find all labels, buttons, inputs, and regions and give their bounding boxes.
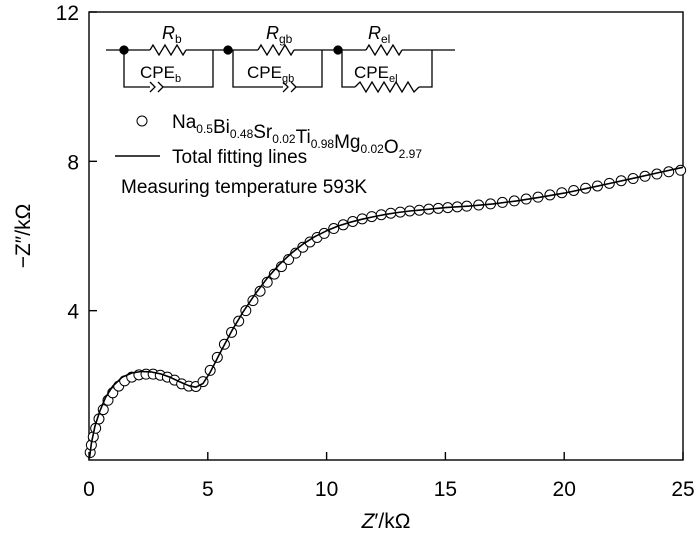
data-point (254, 285, 266, 297)
formula-subscript: 0.48 (230, 127, 254, 141)
formula-subscript: 0.02 (272, 132, 296, 146)
data-point (240, 305, 252, 317)
legend: Na0.5Bi0.48Sr0.02Ti0.98Mg0.02O2.97 Total… (115, 112, 422, 198)
resistor-rb (149, 43, 187, 57)
cpe-b-symbol (149, 81, 156, 93)
cpe-el-branch (419, 50, 433, 88)
cpe-el-branch (341, 50, 355, 88)
x-tick-label: 15 (434, 478, 457, 501)
formula-element: Mg (334, 132, 360, 153)
formula-element: Sr (253, 122, 273, 143)
y-axis-title: −Z″/kΩ (12, 204, 35, 269)
label-cpe-b: CPEb (140, 63, 181, 85)
cpe-gb-branch (232, 50, 283, 88)
plot-frame (88, 11, 684, 461)
formula-element: Na (172, 112, 197, 133)
formula-element: Ti (296, 127, 311, 148)
label-rel: Rel (368, 23, 390, 46)
label-rb: Rb (162, 23, 182, 46)
x-tick-label: 25 (671, 478, 694, 501)
circuit-element-1 (119, 43, 228, 93)
circuit-element-3 (333, 43, 433, 94)
label-cpe-gb: CPEgb (247, 63, 294, 85)
y-tick-label: 4 (67, 301, 79, 324)
y-tick-label: 8 (67, 151, 79, 174)
label-rgb: Rgb (266, 23, 293, 46)
cpe-rb-branch (123, 50, 150, 88)
cpe-gb-branch (296, 50, 323, 88)
marker-series (84, 164, 687, 459)
cpe-gb-symbol (282, 81, 289, 93)
legend-marker-label: Na0.5Bi0.48Sr0.02Ti0.98Mg0.02O2.97 (172, 112, 422, 161)
formula-element: O (384, 137, 399, 158)
y-tick-label: 12 (56, 2, 79, 25)
x-axis-title: Z′/kΩ (361, 510, 411, 533)
resistor-rel (365, 43, 403, 57)
equivalent-circuit (106, 43, 455, 94)
axis-ticks: 0 5 10 15 20 25 4 8 12 (56, 2, 695, 501)
cpe-el-zigzag (354, 80, 420, 94)
formula-subscript: 0.5 (196, 122, 213, 136)
label-cpe-el: CPEel (354, 63, 398, 85)
fit-line-series (88, 166, 684, 459)
circuit-element-2 (223, 43, 338, 93)
fit-line (88, 166, 684, 459)
formula-subscript: 0.02 (361, 142, 385, 156)
formula-subscript: 0.98 (311, 137, 335, 151)
cpe-rb-branch (163, 50, 214, 88)
legend-note: Measuring temperature 593K (121, 177, 367, 198)
x-tick-label: 0 (83, 478, 95, 501)
data-point (675, 164, 687, 176)
formula-element: Bi (213, 117, 230, 138)
x-tick-label: 10 (315, 478, 338, 501)
formula-subscript: 2.97 (399, 147, 423, 161)
resistor-rgb (257, 43, 295, 57)
cpe-b-symbol (157, 81, 164, 93)
x-tick-label: 20 (553, 478, 576, 501)
x-tick-label: 5 (202, 478, 214, 501)
data-point (247, 295, 259, 307)
legend-marker-symbol (136, 115, 148, 127)
legend-line-label: Total fitting lines (172, 147, 307, 168)
